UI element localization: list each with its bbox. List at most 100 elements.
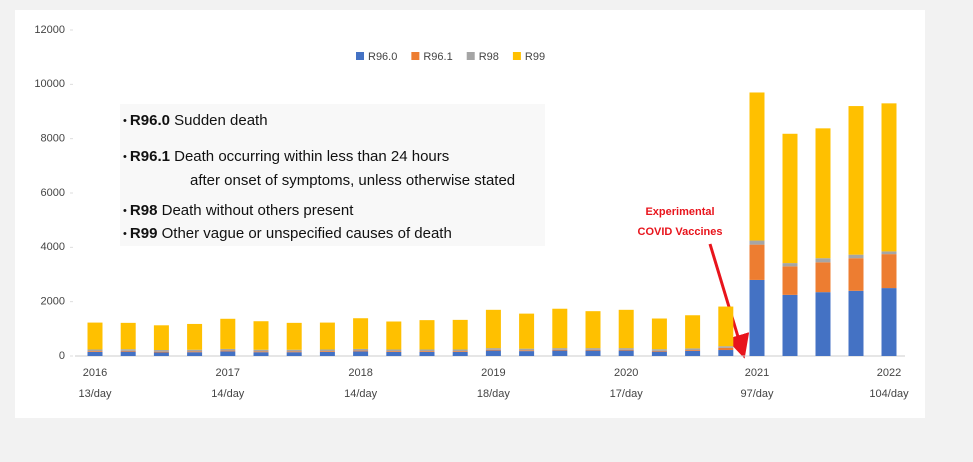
y-tick-label: 4000: [41, 241, 65, 253]
legend-label: R96.0: [368, 51, 397, 63]
bar-segment: [718, 306, 734, 347]
bar-segment: [319, 322, 335, 350]
bar-segment: [419, 349, 435, 352]
bar-segment: [386, 351, 402, 356]
bar-segment: [749, 244, 765, 280]
bar-segment: [153, 325, 169, 351]
bar-segment: [749, 92, 765, 241]
bar-segment: [319, 349, 335, 352]
bar-segment: [718, 346, 734, 348]
note-bullet: •: [123, 205, 130, 217]
bar-segment: [353, 318, 369, 349]
bar-segment: [286, 349, 302, 352]
y-tick-label: 6000: [41, 187, 65, 199]
note-text: Sudden death: [174, 112, 267, 129]
bar-segment: [585, 349, 601, 351]
daily-rate-label: 13/day: [78, 388, 112, 400]
bar-segment: [485, 348, 501, 350]
x-tick-label: 2020: [614, 367, 638, 379]
bar-segment: [749, 240, 765, 245]
bar-segment: [815, 262, 831, 293]
bar-segment: [552, 349, 568, 351]
bar-segment: [253, 351, 269, 353]
annotation: Experimental: [645, 206, 714, 218]
bar-segment: [815, 258, 831, 263]
note-bullet: •: [123, 228, 130, 240]
y-tick-label: 0: [59, 350, 65, 362]
note-code: R99: [130, 225, 158, 242]
bar-segment: [485, 350, 501, 356]
bar-segment: [353, 351, 369, 356]
bar-segment: [452, 351, 468, 356]
x-tick-label: 2021: [745, 367, 769, 379]
bar-segment: [286, 351, 302, 353]
bar-segment: [87, 351, 103, 352]
bar-segment: [585, 311, 601, 349]
bar-segment: [353, 348, 369, 351]
bar-segment: [519, 350, 535, 352]
bar-segment: [782, 263, 798, 267]
bar-segment: [153, 351, 169, 353]
bar-segment: [848, 254, 864, 259]
bar-segment: [220, 350, 236, 352]
bar-segment: [419, 351, 435, 356]
bar-segment: [286, 352, 302, 356]
bar-segment: [386, 349, 402, 352]
bar-segment: [485, 309, 501, 349]
bar-segment: [618, 349, 634, 351]
bar-segment: [618, 348, 634, 350]
bar-segment: [618, 350, 634, 356]
bar-segment: [153, 350, 169, 352]
notes-box: [120, 104, 545, 246]
bar-segment: [253, 321, 269, 350]
bar-segment: [651, 349, 667, 351]
legend-label: R99: [525, 51, 545, 63]
bar-segment: [618, 309, 634, 349]
bar-segment: [120, 349, 136, 351]
bar-segment: [848, 106, 864, 255]
note-text: Other vague or unspecified causes of dea…: [162, 225, 452, 242]
bar-segment: [585, 348, 601, 350]
legend-swatch: [411, 52, 420, 60]
bar-segment: [319, 351, 335, 352]
bar-segment: [585, 350, 601, 356]
legend-swatch: [356, 52, 364, 60]
bar-segment: [651, 351, 667, 356]
note-text: Death without others present: [162, 202, 355, 219]
bar-segment: [319, 351, 335, 356]
bar-segment: [452, 351, 468, 352]
bar-segment: [848, 290, 864, 356]
bar-segment: [452, 349, 468, 352]
x-tick-label: 2019: [481, 367, 505, 379]
bar-segment: [286, 322, 302, 350]
bar-segment: [651, 318, 667, 350]
bar-segment: [552, 308, 568, 349]
bar-segment: [187, 352, 203, 356]
daily-rate-label: 17/day: [610, 388, 644, 400]
annotation: COVID Vaccines: [638, 226, 723, 238]
bar-segment: [120, 350, 136, 352]
note-text: Death occurring within less than 24 hour…: [174, 148, 449, 165]
bar-segment: [881, 254, 897, 289]
bar-segment: [782, 266, 798, 295]
bar-segment: [881, 288, 897, 356]
bar-segment: [519, 313, 535, 349]
bar-segment: [685, 348, 701, 351]
bar-segment: [782, 133, 798, 264]
bar-segment: [187, 351, 203, 353]
bar-segment: [685, 350, 701, 351]
bar-segment: [87, 351, 103, 356]
note-code: R96.0: [130, 112, 170, 129]
bar-segment: [187, 323, 203, 350]
daily-rate-label: 104/day: [869, 388, 909, 400]
x-tick-label: 2017: [216, 367, 240, 379]
bar-segment: [220, 348, 236, 351]
bar-segment: [419, 320, 435, 350]
bar-segment: [552, 350, 568, 356]
bar-segment: [848, 258, 864, 291]
note: • R96.1 Death occurring within less than…: [123, 148, 449, 165]
daily-rate-label: 97/day: [740, 388, 774, 400]
bar-segment: [153, 352, 169, 356]
y-tick-label: 12000: [34, 24, 65, 36]
